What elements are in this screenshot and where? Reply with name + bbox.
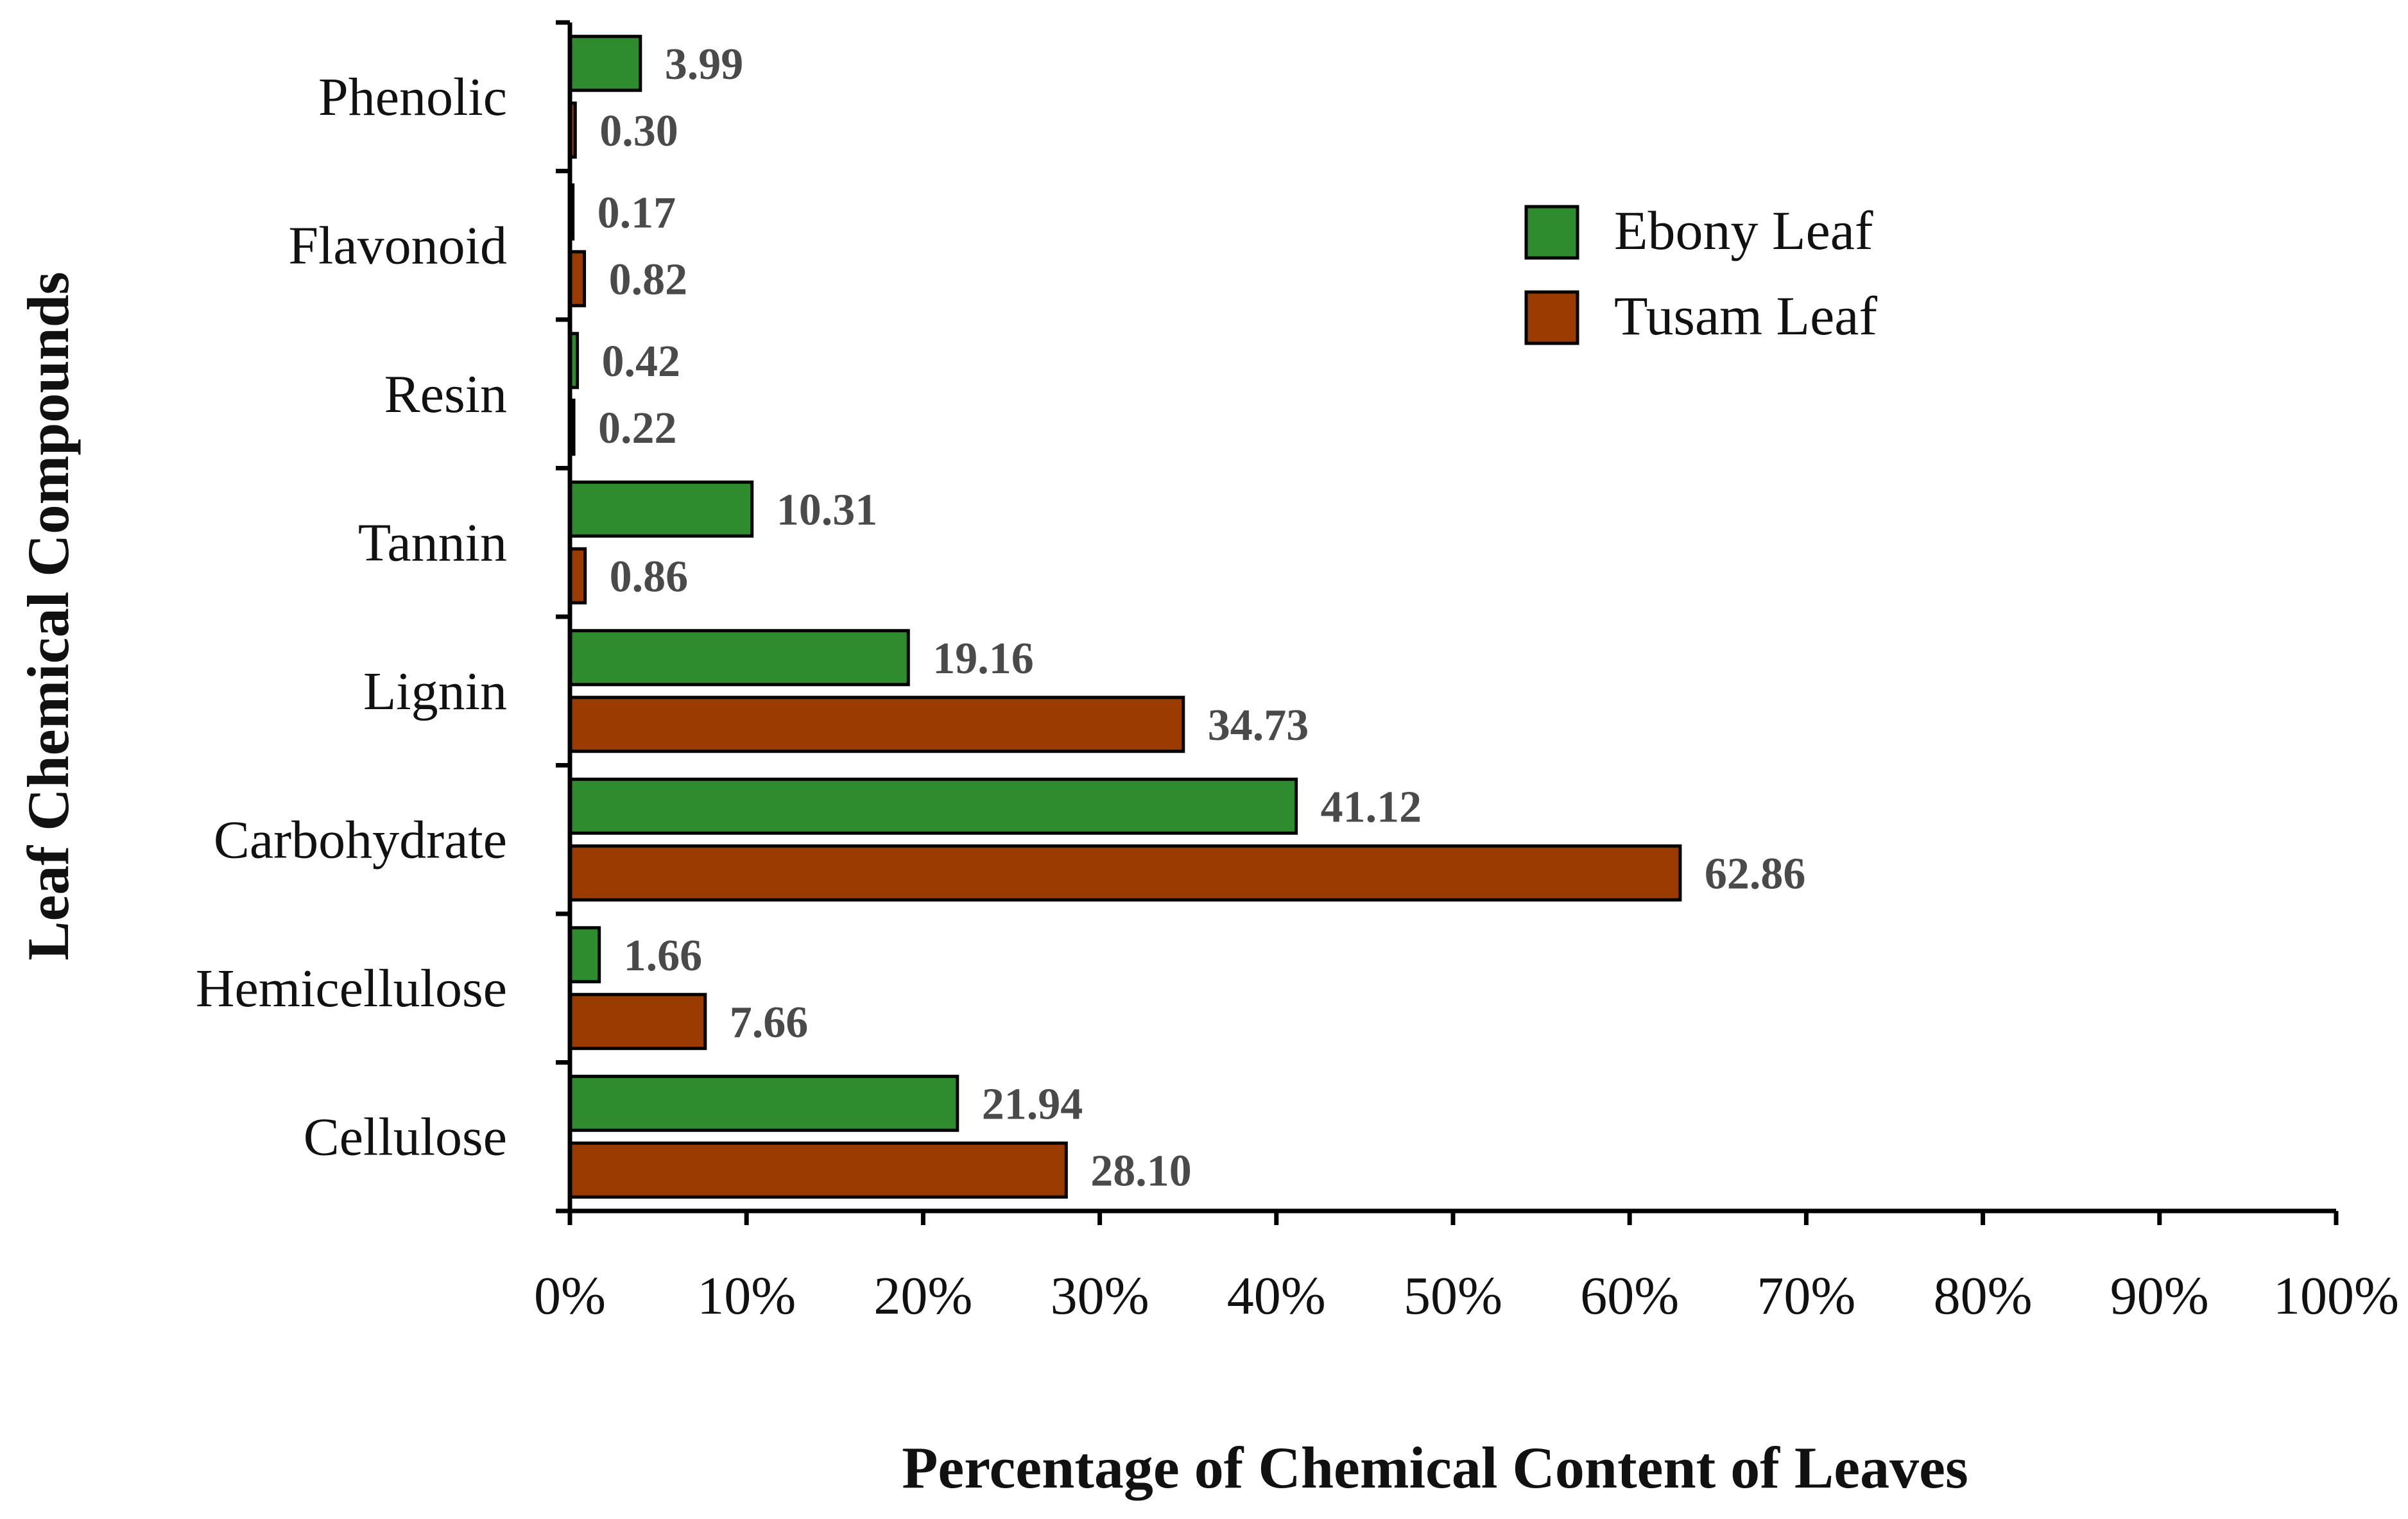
value-label-ebony-leaf-tannin: 10.31 bbox=[777, 485, 878, 535]
value-label-ebony-leaf-resin: 0.42 bbox=[602, 337, 680, 386]
bar-tusam-leaf-lignin bbox=[568, 696, 1185, 753]
category-label-hemicellulose: Hemicellulose bbox=[196, 959, 507, 1018]
value-label-ebony-leaf-hemicellulose: 1.66 bbox=[624, 931, 703, 981]
x-tick-label-60: 60% bbox=[1580, 1266, 1679, 1326]
value-label-tusam-leaf-cellulose: 28.10 bbox=[1090, 1146, 1192, 1196]
category-label-carbohydrate: Carbohydrate bbox=[214, 810, 507, 870]
bar-tusam-leaf-hemicellulose bbox=[568, 993, 707, 1051]
x-tick-label-30: 30% bbox=[1051, 1266, 1149, 1326]
bar-ebony-leaf-hemicellulose bbox=[568, 926, 601, 984]
value-label-tusam-leaf-resin: 0.22 bbox=[598, 404, 677, 453]
x-tick-label-70: 70% bbox=[1757, 1266, 1855, 1326]
value-labels-layer: 3.99 0.30 0.17 0.82 0.42 0.22 10.31 0.86 19.16 34… bbox=[598, 40, 1806, 1196]
y-ticks-layer bbox=[556, 20, 570, 1065]
value-label-tusam-leaf-tannin: 0.86 bbox=[610, 552, 689, 601]
bar-tusam-leaf-carbohydrate bbox=[568, 844, 1682, 902]
legend-swatch-tusam-leaf bbox=[1524, 290, 1579, 345]
category-label-flavonoid: Flavonoid bbox=[288, 216, 507, 275]
bar-ebony-leaf-tannin bbox=[568, 480, 754, 538]
value-label-tusam-leaf-hemicellulose: 7.66 bbox=[730, 998, 809, 1047]
x-tick-label-80: 80% bbox=[1934, 1266, 2033, 1326]
value-label-tusam-leaf-flavonoid: 0.82 bbox=[609, 255, 688, 304]
value-label-ebony-leaf-cellulose: 21.94 bbox=[982, 1079, 1083, 1129]
y-axis-title: Leaf Chemical Compounds bbox=[15, 271, 81, 960]
category-labels: Phenolic Flavonoid Resin Tannin Lignin Carboh… bbox=[196, 67, 507, 1167]
x-tick-label-10: 10% bbox=[697, 1266, 796, 1326]
legend-swatch-ebony-leaf bbox=[1524, 205, 1579, 260]
axes-layer bbox=[556, 22, 2336, 1214]
legend-label-ebony-leaf: Ebony Leaf bbox=[1614, 200, 1873, 261]
value-label-ebony-leaf-carbohydrate: 41.12 bbox=[1321, 782, 1422, 832]
value-label-tusam-leaf-phenolic: 0.30 bbox=[599, 107, 678, 156]
x-tick-label-0: 0% bbox=[534, 1266, 606, 1326]
bar-tusam-leaf-tannin bbox=[568, 547, 587, 605]
value-label-tusam-leaf-carbohydrate: 62.86 bbox=[1705, 849, 1806, 898]
bar-ebony-leaf-carbohydrate bbox=[568, 777, 1298, 835]
x-tick-label-50: 50% bbox=[1404, 1266, 1502, 1326]
bar-tusam-leaf-cellulose bbox=[568, 1141, 1068, 1199]
x-tick-label-40: 40% bbox=[1227, 1266, 1326, 1326]
value-label-ebony-leaf-lignin: 19.16 bbox=[933, 634, 1034, 683]
bar-ebony-leaf-phenolic bbox=[568, 35, 642, 92]
value-label-ebony-leaf-flavonoid: 0.17 bbox=[598, 188, 676, 237]
value-label-ebony-leaf-phenolic: 3.99 bbox=[665, 40, 744, 89]
category-label-resin: Resin bbox=[384, 365, 507, 424]
category-label-cellulose: Cellulose bbox=[304, 1107, 507, 1167]
x-tick-label-20: 20% bbox=[873, 1266, 972, 1326]
x-ticks-layer: 0% 10% 20% 30% 40% 50% 60% 70% 80% 90% 100% bbox=[534, 1211, 2399, 1326]
legend: Ebony Leaf Tusam Leaf bbox=[1524, 200, 1877, 347]
bar-ebony-leaf-cellulose bbox=[568, 1074, 959, 1132]
category-label-tannin: Tannin bbox=[358, 513, 507, 572]
legend-label-tusam-leaf: Tusam Leaf bbox=[1614, 285, 1877, 347]
x-tick-label-90: 90% bbox=[2110, 1266, 2209, 1326]
x-axis-title: Percentage of Chemical Content of Leaves bbox=[902, 1435, 1968, 1500]
x-tick-label-100: 100% bbox=[2273, 1266, 2399, 1326]
value-label-tusam-leaf-lignin: 34.73 bbox=[1208, 701, 1309, 750]
bar-ebony-leaf-lignin bbox=[568, 629, 910, 687]
category-label-lignin: Lignin bbox=[363, 662, 507, 721]
category-label-phenolic: Phenolic bbox=[318, 67, 507, 127]
